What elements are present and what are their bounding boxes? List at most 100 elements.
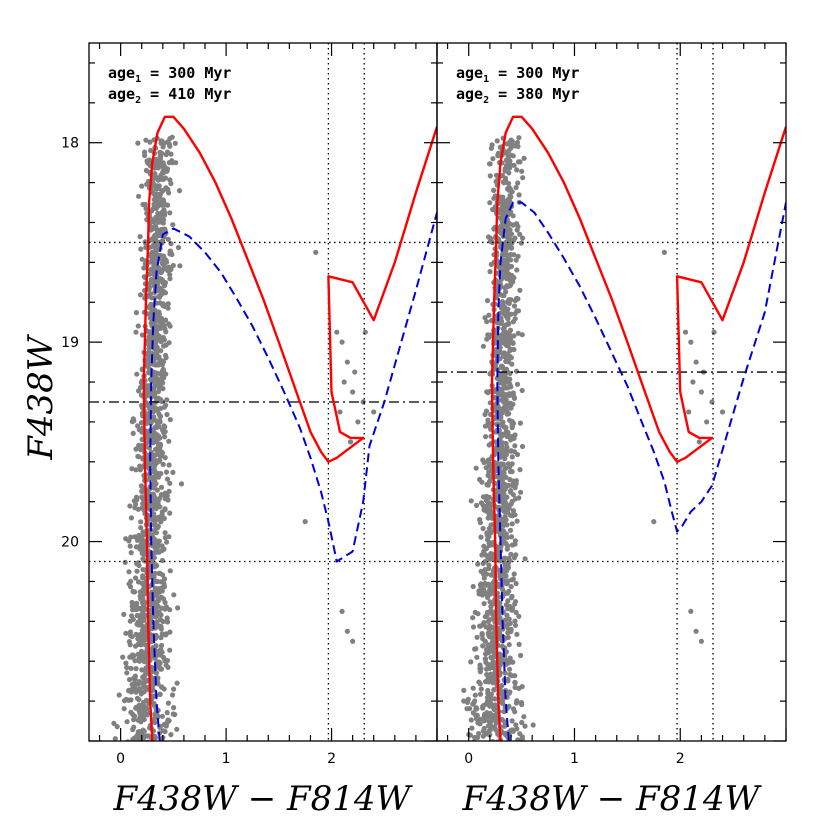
star-point bbox=[167, 629, 173, 635]
star-point bbox=[488, 634, 495, 641]
star-point bbox=[139, 256, 145, 262]
star-point bbox=[146, 353, 152, 359]
star-point bbox=[483, 434, 489, 440]
star-point bbox=[143, 666, 149, 673]
star-point bbox=[134, 371, 140, 377]
star-point bbox=[162, 290, 169, 296]
star-point bbox=[149, 218, 155, 224]
star-point bbox=[125, 748, 130, 753]
star-point bbox=[159, 362, 165, 368]
star-point bbox=[159, 713, 165, 719]
star-point bbox=[475, 561, 481, 567]
star-point bbox=[155, 603, 161, 610]
star-point bbox=[154, 370, 161, 376]
star-point bbox=[514, 227, 520, 233]
star-point bbox=[171, 592, 177, 598]
star-point bbox=[505, 359, 511, 365]
star-point bbox=[476, 731, 482, 737]
star-point bbox=[110, 744, 115, 749]
star-point bbox=[128, 515, 134, 521]
star-point bbox=[481, 575, 487, 581]
star-point bbox=[515, 180, 521, 186]
star-point bbox=[154, 451, 160, 457]
star-point bbox=[496, 601, 502, 607]
star-point bbox=[518, 489, 524, 495]
star-point bbox=[128, 578, 134, 584]
star-point bbox=[162, 493, 168, 499]
star-point bbox=[123, 630, 129, 636]
star-point bbox=[154, 743, 159, 748]
star-point bbox=[135, 423, 141, 429]
star-point bbox=[499, 397, 505, 403]
star-point bbox=[134, 695, 141, 702]
star-point bbox=[491, 187, 497, 193]
star-point bbox=[506, 329, 512, 335]
star-point bbox=[484, 571, 490, 577]
star-point bbox=[302, 519, 308, 525]
star-point bbox=[488, 677, 494, 683]
star-point bbox=[131, 418, 137, 424]
star-point bbox=[125, 739, 131, 741]
star-point bbox=[147, 532, 153, 538]
star-point bbox=[134, 568, 140, 574]
star-point bbox=[513, 580, 519, 587]
star-point bbox=[484, 530, 490, 536]
star-point bbox=[517, 159, 523, 165]
star-point bbox=[152, 295, 158, 301]
star-point bbox=[166, 462, 172, 468]
star-point bbox=[165, 497, 171, 503]
star-point bbox=[486, 719, 493, 725]
star-point bbox=[502, 561, 509, 567]
star-point bbox=[519, 443, 526, 450]
star-point bbox=[484, 650, 490, 656]
annotation-subscript: 1 bbox=[135, 74, 141, 85]
star-point bbox=[514, 267, 520, 273]
star-point bbox=[682, 329, 689, 335]
star-point bbox=[488, 529, 494, 536]
star-point bbox=[477, 476, 483, 483]
star-point bbox=[469, 725, 475, 731]
star-point bbox=[506, 555, 512, 562]
star-point bbox=[508, 534, 515, 540]
star-point bbox=[151, 718, 157, 725]
star-point bbox=[512, 622, 519, 628]
star-point bbox=[704, 419, 710, 425]
star-point bbox=[148, 747, 153, 752]
star-point bbox=[153, 348, 159, 354]
star-point bbox=[161, 207, 167, 213]
star-point bbox=[501, 490, 507, 496]
star-point bbox=[501, 499, 507, 505]
star-point bbox=[154, 266, 160, 272]
star-point bbox=[502, 670, 508, 676]
star-point bbox=[518, 652, 524, 659]
star-point bbox=[156, 293, 162, 299]
star-point bbox=[123, 660, 129, 666]
star-point bbox=[511, 555, 517, 561]
annotation-prefix: age bbox=[108, 64, 135, 82]
star-point bbox=[152, 564, 158, 570]
star-point bbox=[128, 550, 134, 556]
star-point bbox=[175, 605, 181, 611]
star-point bbox=[513, 368, 520, 374]
star-point bbox=[139, 711, 145, 717]
star-point bbox=[159, 547, 165, 554]
star-point bbox=[512, 684, 518, 691]
star-point bbox=[164, 202, 171, 208]
star-point bbox=[519, 736, 525, 741]
star-point bbox=[519, 387, 525, 394]
star-point bbox=[156, 538, 162, 544]
star-point bbox=[166, 488, 172, 494]
star-point bbox=[167, 417, 173, 423]
plot-area bbox=[437, 43, 786, 741]
star-point bbox=[162, 606, 168, 612]
star-point bbox=[482, 656, 489, 662]
star-point bbox=[163, 342, 169, 348]
star-point bbox=[514, 726, 520, 732]
star-point bbox=[172, 140, 178, 146]
star-point bbox=[124, 664, 130, 671]
star-point bbox=[698, 638, 704, 644]
star-point bbox=[488, 671, 494, 677]
star-point bbox=[690, 379, 696, 385]
star-point bbox=[487, 510, 493, 517]
star-point bbox=[483, 497, 489, 504]
